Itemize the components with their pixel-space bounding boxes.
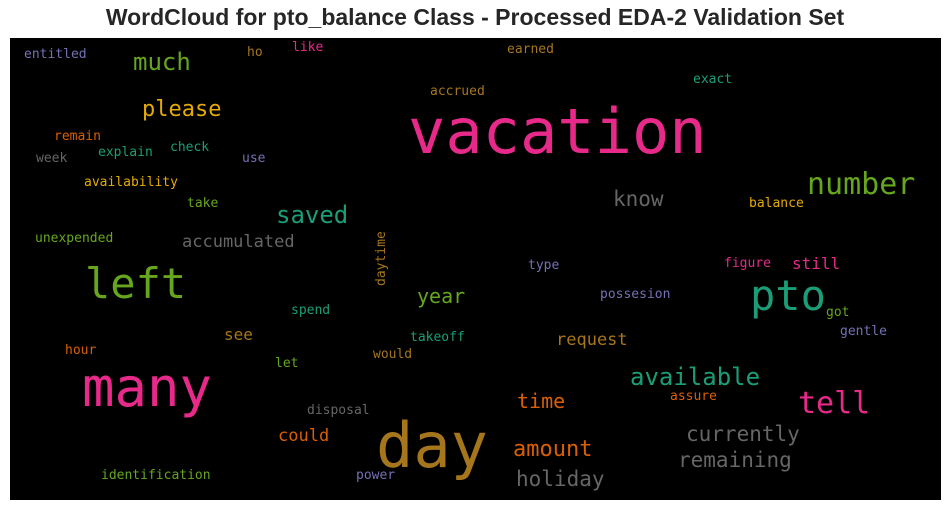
word-year: year — [417, 284, 465, 308]
word-still: still — [792, 254, 840, 273]
word-figure: figure — [724, 256, 771, 271]
word-see: see — [224, 325, 253, 344]
word-hour: hour — [65, 343, 96, 358]
word-request: request — [556, 330, 628, 350]
chart-title: WordCloud for pto_balance Class - Proces… — [0, 4, 950, 31]
word-accrued: accrued — [430, 84, 485, 99]
word-remaining: remaining — [678, 448, 792, 472]
word-check: check — [170, 140, 209, 155]
word-take: take — [187, 196, 218, 211]
word-left: left — [85, 259, 186, 308]
word-takeoff: takeoff — [410, 330, 465, 345]
word-gentle: gentle — [840, 324, 887, 339]
word-would: would — [373, 347, 412, 362]
word-holiday: holiday — [516, 467, 605, 491]
word-entitled: entitled — [24, 47, 87, 62]
word-accumulated: accumulated — [182, 232, 295, 252]
word-daytime: daytime — [374, 231, 389, 286]
word-got: got — [826, 305, 849, 320]
word-availability: availability — [84, 175, 178, 190]
word-currently: currently — [686, 422, 800, 446]
word-pto: pto — [750, 271, 826, 320]
word-ho: ho — [247, 45, 263, 60]
word-could: could — [278, 426, 329, 446]
wordcloud-canvas: vacation day many left pto number tell availabl… — [10, 38, 941, 500]
word-use: use — [242, 151, 266, 166]
word-balance: balance — [749, 196, 804, 211]
word-many: many — [82, 356, 212, 419]
word-unexpended: unexpended — [35, 231, 113, 246]
word-please: please — [142, 97, 221, 122]
word-spend: spend — [291, 303, 330, 318]
word-earned: earned — [507, 42, 554, 57]
word-time: time — [517, 389, 565, 413]
word-number: number — [807, 167, 915, 202]
word-possesion: possesion — [600, 287, 670, 302]
word-remain: remain — [54, 129, 101, 144]
word-vacation: vacation — [408, 95, 707, 168]
word-know: know — [613, 187, 664, 211]
word-type: type — [528, 258, 559, 273]
word-available: available — [630, 363, 760, 391]
word-saved: saved — [276, 201, 348, 229]
word-amount: amount — [513, 437, 592, 462]
word-let: let — [275, 356, 298, 371]
word-power: power — [356, 468, 395, 483]
word-disposal: disposal — [307, 403, 370, 418]
word-exact: exact — [693, 72, 732, 87]
word-week: week — [36, 151, 67, 166]
word-explain: explain — [98, 145, 153, 160]
word-identification: identification — [101, 468, 211, 483]
word-assure: assure — [670, 389, 717, 404]
word-like: like — [292, 40, 323, 55]
word-tell: tell — [798, 386, 870, 421]
word-much: much — [133, 48, 191, 76]
